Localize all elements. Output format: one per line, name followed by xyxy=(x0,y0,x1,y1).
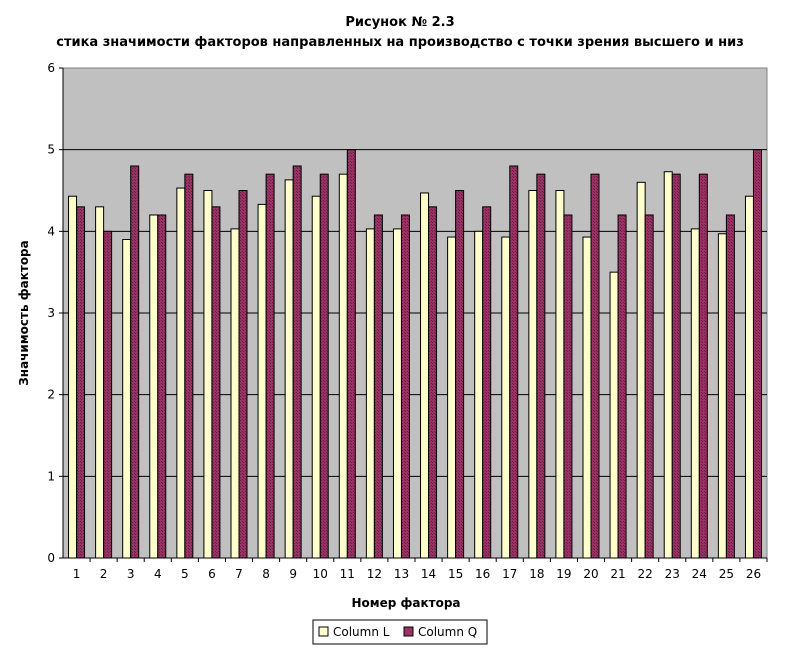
bar-column-l-9 xyxy=(284,179,294,559)
bar-column-l-21 xyxy=(609,271,619,559)
legend: Column L Column Q xyxy=(312,619,488,645)
legend-label-column-l: Column L xyxy=(333,625,390,639)
x-tick-label: 14 xyxy=(421,567,436,581)
legend-swatch-column-l xyxy=(318,626,329,637)
x-tick-label: 12 xyxy=(367,567,382,581)
bar-column-l-17 xyxy=(501,236,511,559)
bar-column-l-12 xyxy=(365,228,375,559)
bar-column-l-14 xyxy=(420,192,430,559)
bars xyxy=(68,149,762,559)
x-tick-label: 18 xyxy=(529,567,544,581)
x-tick-label: 10 xyxy=(313,567,328,581)
bar-column-l-2 xyxy=(95,206,105,559)
bar-column-q-17 xyxy=(509,165,519,559)
legend-box xyxy=(312,619,488,645)
bar-column-l-11 xyxy=(338,173,348,559)
x-tick-label: 9 xyxy=(289,567,297,581)
x-tick-label: 19 xyxy=(556,567,571,581)
x-tick-label: 13 xyxy=(394,567,409,581)
y-tick-label: 1 xyxy=(47,469,55,483)
x-tick-label: 3 xyxy=(127,567,135,581)
bar-column-q-18 xyxy=(536,173,546,559)
bar-column-q-15 xyxy=(455,190,465,559)
x-axis-ticks: 1 2 3 4 5 6 7 8 9 10 11 12 13 14 15 16 17 18 19 20 21 22 23 24 2… xyxy=(73,558,768,581)
legend-swatch-column-q xyxy=(403,626,414,637)
bar-column-q-4 xyxy=(157,214,167,559)
bar-column-q-25 xyxy=(725,214,735,559)
x-tick-label: 8 xyxy=(262,567,270,581)
x-tick-label: 23 xyxy=(665,567,680,581)
bar-column-l-13 xyxy=(392,228,402,559)
legend-label-column-q: Column Q xyxy=(418,625,477,639)
bar-column-l-19 xyxy=(555,190,565,559)
bar-column-q-5 xyxy=(184,173,194,559)
bar-column-l-4 xyxy=(149,214,159,559)
bar-column-q-20 xyxy=(590,173,600,559)
x-tick-label: 25 xyxy=(719,567,734,581)
chart-subtitle: стика значимости факторов направленных н… xyxy=(56,35,744,50)
bar-column-l-1 xyxy=(68,195,78,559)
bar-column-q-14 xyxy=(428,206,438,559)
bar-column-q-6 xyxy=(211,206,221,559)
bar-column-l-26 xyxy=(744,195,754,559)
bar-column-q-19 xyxy=(563,214,573,559)
bar-column-l-7 xyxy=(230,228,240,559)
x-tick-label: 1 xyxy=(73,567,81,581)
bar-column-q-12 xyxy=(373,214,383,559)
x-tick-label: 5 xyxy=(181,567,189,581)
x-tick-label: 20 xyxy=(583,567,598,581)
bar-column-l-5 xyxy=(176,187,186,559)
y-tick-label: 6 xyxy=(47,61,55,75)
bar-column-l-10 xyxy=(311,195,321,559)
bar-column-l-15 xyxy=(447,236,457,559)
bar-column-q-3 xyxy=(130,165,140,559)
x-tick-label: 11 xyxy=(340,567,355,581)
y-axis-ticks: 0 1 2 3 4 5 6 xyxy=(47,61,63,565)
x-tick-label: 26 xyxy=(746,567,761,581)
bar-column-q-21 xyxy=(617,214,627,559)
y-axis-label: Значимость фактора xyxy=(17,240,31,385)
bar-column-l-6 xyxy=(203,190,213,559)
bar-column-l-22 xyxy=(636,181,646,559)
bar-column-q-7 xyxy=(238,190,248,559)
y-tick-label: 3 xyxy=(47,306,55,320)
bar-column-l-3 xyxy=(122,239,132,559)
bar-column-l-23 xyxy=(663,171,673,559)
x-tick-label: 7 xyxy=(235,567,243,581)
bar-column-q-11 xyxy=(346,149,356,559)
bar-column-q-24 xyxy=(698,173,708,559)
bar-column-q-1 xyxy=(76,206,86,559)
x-tick-label: 2 xyxy=(100,567,108,581)
x-tick-label: 16 xyxy=(475,567,490,581)
y-tick-label: 5 xyxy=(47,143,55,157)
bar-column-q-13 xyxy=(400,214,410,559)
bar-column-q-22 xyxy=(644,214,654,559)
x-axis-label: Номер фактора xyxy=(351,596,460,610)
x-tick-label: 17 xyxy=(502,567,517,581)
bar-column-l-20 xyxy=(582,236,592,559)
bar-column-l-24 xyxy=(690,228,700,559)
bar-column-q-2 xyxy=(103,230,113,559)
bar-column-l-25 xyxy=(717,233,727,559)
x-tick-label: 24 xyxy=(692,567,707,581)
bar-column-l-18 xyxy=(528,190,538,559)
bar-column-l-8 xyxy=(257,203,267,559)
y-tick-label: 2 xyxy=(47,388,55,402)
bar-column-q-8 xyxy=(265,173,275,559)
x-tick-label: 22 xyxy=(638,567,653,581)
bar-column-q-23 xyxy=(671,173,681,559)
y-tick-label: 4 xyxy=(47,224,55,238)
bar-column-l-16 xyxy=(474,230,484,559)
x-tick-label: 21 xyxy=(610,567,625,581)
chart-title: Рисунок № 2.3 xyxy=(345,15,454,30)
y-tick-label: 0 xyxy=(47,551,55,565)
bar-column-q-9 xyxy=(292,165,302,559)
bar-column-q-10 xyxy=(319,173,329,559)
bar-column-q-16 xyxy=(482,206,492,559)
x-tick-label: 15 xyxy=(448,567,463,581)
x-tick-label: 6 xyxy=(208,567,216,581)
x-tick-label: 4 xyxy=(154,567,162,581)
bar-column-q-26 xyxy=(752,149,762,559)
